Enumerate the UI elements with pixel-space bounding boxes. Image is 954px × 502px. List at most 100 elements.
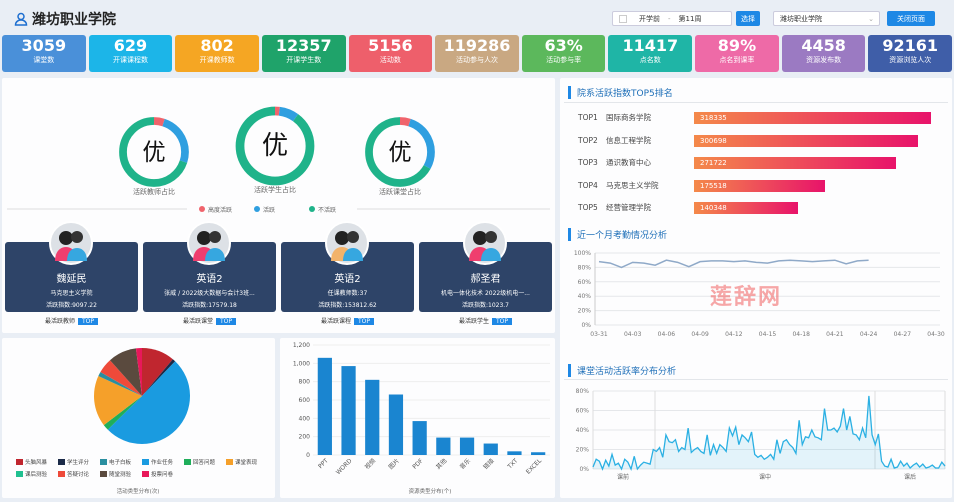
legend-label: 学生评分: [67, 458, 90, 466]
pie-slice: [142, 348, 173, 396]
stats-bar: 3059 课堂数 629 开课课程数 802 开课教师数 12357 开课学生数 5156 活动数…: [2, 35, 953, 72]
legend-label: 电子白板: [109, 458, 132, 466]
x-tick-label: TXT: [506, 457, 520, 471]
stat-card[interactable]: 3059 课堂数: [2, 35, 86, 72]
pie-slice: [98, 372, 142, 396]
donut-label: 活跃教师占比: [133, 187, 175, 196]
college-select[interactable]: 潍坊职业学院 ⌄: [773, 11, 880, 26]
couple-avatar-icon: [49, 221, 93, 265]
stat-card[interactable]: 11417 点名数: [608, 35, 693, 72]
rank-row: TOP1 国际商务学院: [578, 113, 651, 122]
x-tick-label: 课后: [904, 473, 916, 481]
legend-swatch: [100, 459, 107, 465]
x-tick-label: 04-18: [792, 331, 810, 338]
x-tick-label: 课中: [759, 473, 771, 481]
view-badge[interactable]: TOP: [492, 318, 513, 325]
activity-rate-area-chart: 0% 20% 40% 60% 80% 课前 课中 课后: [576, 388, 946, 481]
close-page-button[interactable]: 关闭页面: [887, 11, 935, 26]
stat-card[interactable]: 4458 资源发布数: [781, 35, 866, 72]
legend-swatch: [142, 471, 149, 477]
y-tick-label: 200: [299, 434, 311, 441]
stat-card[interactable]: 5156 活动数: [348, 35, 433, 72]
y-tick-label: 40%: [578, 293, 592, 300]
view-badge[interactable]: TOP: [216, 318, 237, 325]
donut-segment: [365, 117, 435, 187]
bar: [531, 452, 546, 455]
y-tick-label: 60%: [576, 408, 590, 415]
donut-segment: [119, 117, 189, 187]
view-badge[interactable]: TOP: [354, 318, 375, 325]
x-tick-label: 04-06: [658, 331, 676, 338]
y-tick-label: 20%: [578, 308, 592, 315]
pie-slice: [142, 359, 176, 396]
resource-type-panel: 0 200 400 600 800 1,000 1,200 PPT WORD 视频 图片 PDF 其他音…: [280, 338, 555, 498]
y-tick-label: 100%: [574, 250, 591, 257]
donut-label: 活跃课堂占比: [379, 187, 421, 196]
rank-bar: 271722: [694, 157, 897, 169]
card-caption: 最活跃教师 TOP: [5, 316, 138, 325]
stat-card[interactable]: 12357 开课学生数: [261, 35, 346, 72]
user-logo-icon: [14, 12, 28, 26]
week-range-picker[interactable]: 开学前 - 第11周: [612, 11, 732, 26]
donut-segment: [235, 106, 315, 186]
x-tick-label: PDF: [411, 457, 425, 471]
range-separator: -: [668, 14, 671, 23]
y-tick-label: 0%: [581, 322, 591, 329]
activity-line: [592, 395, 946, 471]
pie-slice: [94, 376, 142, 426]
pie-slice: [107, 361, 191, 445]
card-caption: 最活跃课堂 TOP: [143, 316, 276, 325]
y-tick-label: 40%: [576, 427, 590, 434]
legend-label: 随堂测验: [109, 470, 132, 478]
bar: [412, 421, 427, 455]
legend-label: 作业任务: [151, 458, 174, 466]
rank-row: TOP3 通识教育中心: [578, 158, 651, 167]
x-tick-label: 04-21: [826, 331, 844, 338]
y-tick-label: 60%: [578, 279, 592, 286]
legend-swatch: [58, 471, 65, 477]
x-tick-label: 04-03: [624, 331, 642, 338]
legend-swatch: [16, 471, 23, 477]
legend-label: 回答问题: [193, 458, 216, 466]
rank-bar: 318335: [694, 112, 931, 124]
x-tick-label: 04-24: [860, 331, 878, 338]
legend-swatch: [58, 459, 65, 465]
select-button[interactable]: 选择: [736, 11, 760, 26]
right-panel: 院系活跃指数TOP5排名 近一个月考勤情况分析 课堂活动活跃率分布分析: [560, 78, 952, 498]
bar: [341, 366, 356, 455]
stat-card[interactable]: 119286 活动参与人次: [435, 35, 519, 72]
chevron-down-icon: ⌄: [868, 14, 874, 23]
y-tick-label: 0%: [579, 466, 589, 473]
calendar-icon: [619, 14, 627, 23]
x-tick-label: 课前: [617, 473, 629, 481]
rank-bar: 140348: [694, 202, 799, 214]
attendance-line-chart: 0% 20% 40% 60% 80% 100% 03-31 04-03 04-06 04-09 04…: [574, 250, 945, 338]
x-tick-label: 图片: [387, 457, 401, 471]
donut-grade: 优: [142, 139, 165, 166]
y-tick-label: 400: [299, 415, 311, 422]
bar: [317, 357, 332, 455]
stat-card[interactable]: 63% 活动参与率: [521, 35, 606, 72]
legend-label: 投票问卷: [151, 470, 174, 478]
donut-label: 活跃学生占比: [254, 185, 296, 194]
bar: [436, 437, 451, 455]
y-tick-label: 800: [299, 379, 311, 386]
x-tick-label: 04-09: [691, 331, 709, 338]
y-tick-label: 20%: [576, 447, 590, 454]
pie-slice: [135, 348, 142, 396]
stat-card[interactable]: 802 开课教师数: [175, 35, 259, 72]
x-tick-label: 其他: [434, 457, 448, 471]
legend-dot: [199, 206, 205, 212]
view-badge[interactable]: TOP: [78, 318, 99, 325]
divider: [564, 102, 948, 103]
stat-card[interactable]: 89% 点名到课率: [695, 35, 779, 72]
rank-bar: 300698: [694, 134, 918, 147]
stat-card[interactable]: 629 开课课程数: [88, 35, 173, 72]
stat-card[interactable]: 92161 资源浏览人次: [868, 35, 953, 72]
pie-slice: [109, 348, 142, 396]
legend-label: 不活跃: [318, 206, 336, 214]
legend-swatch: [100, 471, 107, 477]
x-tick-label: EXCEL: [525, 457, 544, 476]
legend-dot: [309, 206, 315, 212]
